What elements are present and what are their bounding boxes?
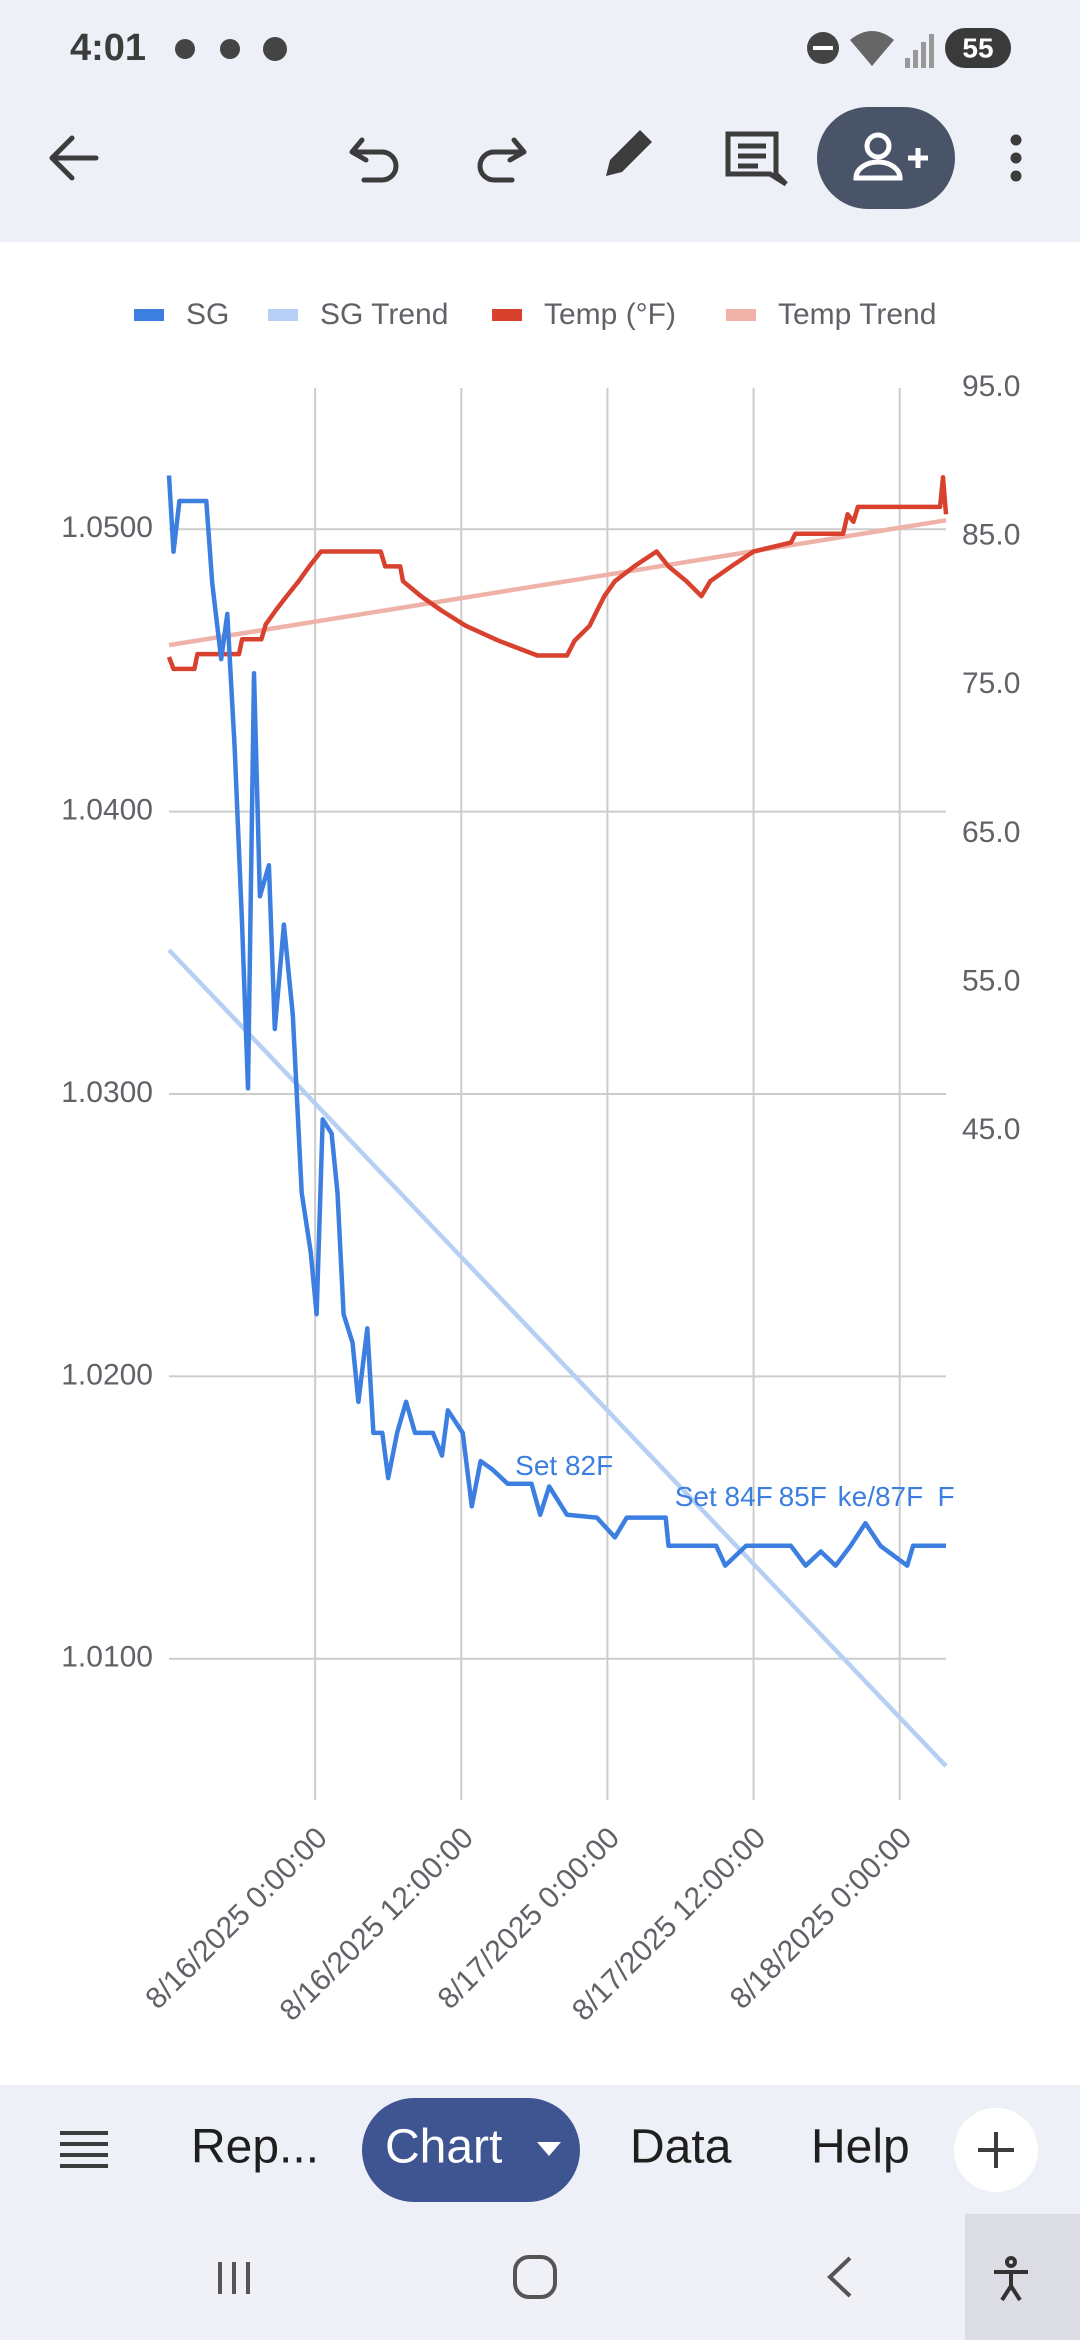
annotation: 85F: [779, 1481, 827, 1512]
sheet-tab[interactable]: Rep...: [191, 2121, 319, 2174]
sheet-tab-active[interactable]: [362, 2098, 580, 2202]
undo-button[interactable]: [349, 137, 399, 183]
battery: [945, 28, 1011, 68]
axis-labels: 1.0100 1.0200 1.0300 1.0400 1.0500 45.0 55.0 65…: [61, 298, 1020, 2027]
y-tick-label: 1.0200: [61, 1358, 153, 1391]
share-button[interactable]: [817, 107, 955, 209]
annotation: F: [937, 1481, 954, 1512]
sheet-tab[interactable]: Help: [811, 2121, 910, 2174]
annotation: Set 82F: [515, 1450, 613, 1481]
tab-dropdown[interactable]: [537, 2142, 561, 2156]
back-nav-button[interactable]: [827, 2256, 852, 2298]
y2-tick-label: 75.0: [962, 667, 1020, 700]
annotation: Set 84F: [675, 1481, 773, 1512]
legend-label: Temp Trend: [778, 298, 936, 331]
series-line: [167, 948, 948, 1768]
comments-button[interactable]: [725, 131, 788, 187]
series-line: [166, 474, 949, 672]
y2-tick-label: 95.0: [962, 370, 1020, 403]
legend-label: Temp (°F): [544, 298, 676, 331]
edit-button[interactable]: [606, 130, 652, 176]
home-button[interactable]: [513, 2255, 557, 2299]
accessibility-button[interactable]: [965, 2214, 1080, 2340]
annotation: ke/87F: [838, 1481, 924, 1512]
recents-button[interactable]: [218, 2262, 250, 2294]
legend-label: SG Trend: [320, 298, 448, 331]
battery-level: 55: [962, 32, 993, 63]
sheet-tab-label: Chart: [385, 2121, 502, 2174]
accessibility-icon: [994, 2256, 1028, 2302]
series-line: [168, 518, 947, 648]
status-time: 4:01: [70, 27, 146, 69]
nav-bar: [0, 2214, 1080, 2340]
y-tick-label: 1.0100: [61, 1641, 153, 1674]
back-button[interactable]: [49, 135, 99, 181]
sheet-tab[interactable]: Data: [630, 2121, 732, 2174]
plot: Set 82F Set 84F 85F ke/87F F: [166, 474, 955, 1768]
y-tick-label: 1.0400: [61, 794, 153, 827]
series-line: [166, 475, 946, 1568]
more-menu[interactable]: [1010, 134, 1022, 182]
y2-tick-label: 45.0: [962, 1113, 1020, 1146]
y2-tick-label: 65.0: [962, 816, 1020, 849]
legend-swatch: [726, 309, 756, 321]
y-tick-label: 1.0300: [61, 1076, 153, 1109]
y-tick-label: 1.0500: [61, 511, 153, 544]
all-sheets-button[interactable]: [60, 2131, 108, 2168]
y2-tick-label: 55.0: [962, 964, 1020, 997]
y2-tick-label: 85.0: [962, 519, 1020, 552]
legend-swatch: [492, 309, 522, 321]
legend-label: SG: [186, 298, 229, 331]
legend-swatch: [268, 309, 298, 321]
legend-swatch: [134, 309, 164, 321]
status-icons: [175, 31, 934, 68]
redo-button[interactable]: [477, 137, 527, 183]
share-icon: [853, 132, 928, 181]
add-icon: [978, 2132, 1014, 2168]
